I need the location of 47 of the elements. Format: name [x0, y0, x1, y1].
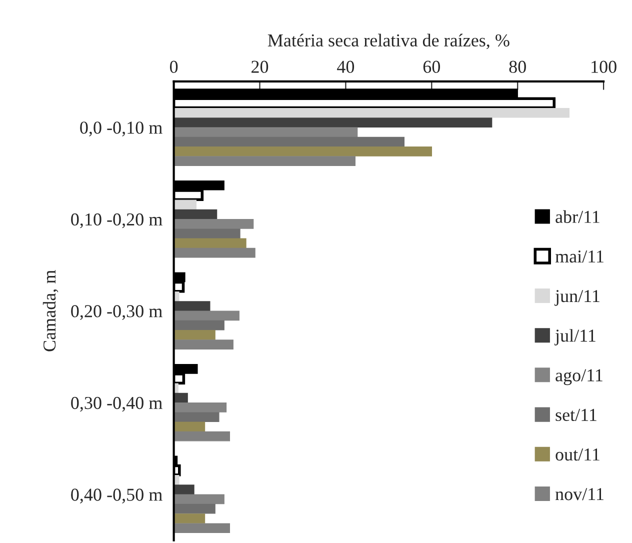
y-axis-title: Camada, m [42, 270, 58, 352]
legend-label: set/11 [556, 408, 596, 422]
bar [174, 200, 196, 210]
bar [174, 301, 210, 311]
x-tick-label: 100 [592, 60, 616, 73]
legend-label: ago/11 [556, 369, 602, 386]
bar [174, 412, 220, 422]
bar [174, 523, 230, 534]
x-tick-label: 40 [337, 60, 354, 73]
x-tick-label: 0 [170, 60, 178, 73]
bar [174, 118, 492, 128]
bar [174, 248, 256, 258]
y-tick-label: 0,0 -0,10 m [80, 122, 162, 136]
legend-label: mai/11 [555, 250, 604, 263]
bar [174, 310, 240, 321]
bar [174, 422, 206, 432]
bar [174, 494, 224, 504]
bar [174, 108, 570, 118]
bar [174, 218, 254, 229]
bar [174, 320, 224, 330]
bar [174, 431, 230, 442]
bar [174, 146, 432, 156]
bar [174, 484, 194, 495]
legend-label: out/11 [556, 448, 600, 461]
bar [174, 238, 246, 248]
y-tick-label: 0,20 -0,30 m [71, 305, 162, 320]
bar [174, 228, 240, 238]
legend-label: jul/11 [554, 329, 596, 346]
bar [174, 330, 216, 340]
bar [174, 156, 356, 166]
bar [174, 136, 404, 147]
bar [174, 340, 234, 350]
y-tick-label: 0,40 -0,50 m [71, 488, 162, 504]
x-tick-label: 60 [423, 60, 440, 73]
legend-label: abr/11 [556, 210, 600, 223]
y-tick-label: 0,30 -0,40 m [71, 396, 162, 412]
bar [174, 402, 227, 412]
bar [174, 514, 206, 524]
legend-label: jun/11 [554, 290, 600, 306]
bar [174, 209, 218, 220]
x-tick-label: 80 [509, 60, 526, 73]
x-axis-title: Matéria seca relativa de raízes, % [268, 34, 510, 50]
bar [174, 127, 358, 138]
legend-label: nov/11 [555, 488, 604, 500]
x-tick-label: 20 [252, 60, 268, 73]
y-tick-label: 0,10 -0,20 m [71, 213, 162, 228]
bar [174, 504, 216, 514]
